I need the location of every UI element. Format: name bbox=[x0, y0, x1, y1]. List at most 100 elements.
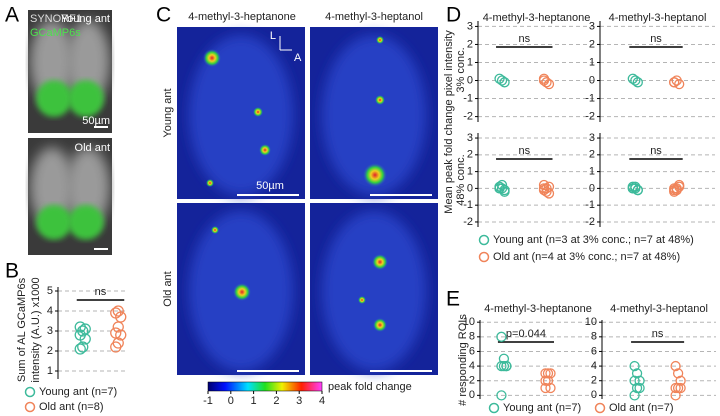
orientation-label: L bbox=[270, 30, 276, 42]
y-tick-label: 8 bbox=[469, 331, 475, 343]
brain-outline bbox=[322, 35, 426, 195]
legend-marker bbox=[594, 402, 606, 414]
data-point bbox=[672, 368, 684, 379]
antennal-lobe bbox=[68, 80, 104, 118]
data-point bbox=[629, 360, 640, 372]
y-tick-label: -1 bbox=[585, 92, 595, 104]
y-tick-label: 0 bbox=[469, 389, 475, 401]
significance-label: ns bbox=[518, 145, 530, 157]
data-point bbox=[74, 321, 86, 333]
hotspot bbox=[363, 163, 387, 187]
y-tick-label: 8 bbox=[591, 331, 597, 343]
brain-lobe bbox=[30, 19, 74, 104]
y-tick-label: 4 bbox=[47, 305, 53, 317]
data-point bbox=[671, 183, 682, 194]
legend-label: Young ant (n=7) bbox=[39, 386, 117, 398]
row-label: Old ant bbox=[162, 271, 174, 306]
y-tick-label: -1 bbox=[463, 199, 473, 211]
legend-label: Old ant (n=4 at 3% conc.; n=7 at 48%) bbox=[493, 251, 680, 263]
data-point bbox=[675, 375, 686, 386]
data-point bbox=[538, 179, 550, 191]
stain-label: SYNORF1 bbox=[30, 13, 82, 25]
y-tick-label: 2 bbox=[589, 149, 595, 161]
colorbar-tick-label: 2 bbox=[273, 395, 279, 407]
column-title: 4-methyl-3-heptanol bbox=[325, 11, 423, 23]
y-tick-label: -2 bbox=[585, 216, 595, 228]
y-tick-label: 3 bbox=[589, 132, 595, 144]
data-point bbox=[541, 186, 552, 197]
scale-label: 50µm bbox=[256, 180, 284, 192]
colorbar-tick-label: 1 bbox=[251, 395, 257, 407]
data-point bbox=[112, 305, 124, 317]
hotspot bbox=[375, 95, 385, 105]
hotspot bbox=[376, 36, 384, 44]
data-point bbox=[110, 307, 122, 319]
data-point bbox=[110, 327, 122, 339]
y-tick-label: 2 bbox=[467, 38, 473, 50]
y-tick-label: 1 bbox=[47, 365, 53, 377]
y-tick-label: 10 bbox=[585, 316, 597, 328]
data-point bbox=[77, 341, 89, 353]
data-point bbox=[630, 75, 641, 86]
hotspot bbox=[206, 179, 214, 187]
y-axis-label: intensity (A.U.) x1000 bbox=[30, 277, 42, 382]
y-tick-label: 1 bbox=[467, 56, 473, 68]
brain-lobe bbox=[30, 147, 74, 227]
y-tick-label: 6 bbox=[469, 345, 475, 357]
data-point bbox=[115, 329, 127, 341]
y-tick-label: -2 bbox=[463, 216, 473, 228]
y-axis-label: Mean peak fold change pixel intensity bbox=[443, 30, 455, 214]
hotspot bbox=[372, 254, 388, 270]
legend-label: Young ant (n=3 at 3% conc.; n=7 at 48%) bbox=[493, 234, 694, 246]
panel-letter: D bbox=[446, 4, 461, 27]
data-point bbox=[496, 331, 507, 342]
panel-letter: E bbox=[446, 288, 460, 311]
data-point bbox=[496, 179, 508, 191]
hotspot bbox=[233, 283, 251, 301]
y-tick-label: 3 bbox=[47, 325, 53, 337]
y-tick-label: 2 bbox=[591, 375, 597, 387]
legend-marker bbox=[478, 251, 490, 263]
y-tick-label: 2 bbox=[47, 345, 53, 357]
significance-label: ns bbox=[518, 33, 530, 45]
y-tick-label: 3 bbox=[589, 20, 595, 32]
legend-marker bbox=[478, 234, 490, 246]
significance-label: ns bbox=[652, 328, 664, 340]
colorbar-tick-label: -1 bbox=[203, 395, 213, 407]
data-point bbox=[543, 188, 555, 199]
y-tick-label: 3 bbox=[467, 20, 473, 32]
hotspot bbox=[253, 107, 263, 117]
data-point bbox=[540, 382, 551, 394]
panel-letter: A bbox=[5, 4, 19, 27]
y-axis-label: 3% conc. bbox=[455, 47, 467, 92]
y-tick-label: 4 bbox=[591, 360, 597, 372]
antennal-lobe bbox=[68, 204, 104, 240]
brain-lobe bbox=[66, 19, 110, 104]
legend-marker bbox=[24, 386, 36, 398]
images bbox=[28, 10, 438, 375]
data-point bbox=[675, 382, 686, 394]
colorbar-tick-label: 0 bbox=[228, 395, 234, 407]
image-label: Old ant bbox=[75, 142, 110, 154]
data-point bbox=[670, 390, 681, 401]
data-point bbox=[632, 184, 643, 196]
data-point bbox=[674, 78, 685, 90]
legend-marker bbox=[24, 401, 36, 413]
chart-title: 4-methyl-3-heptanol bbox=[609, 12, 707, 24]
hotspot bbox=[203, 49, 221, 67]
y-tick-label: 0 bbox=[591, 389, 597, 401]
data-point bbox=[669, 184, 680, 196]
legend-marker bbox=[488, 402, 500, 414]
significance-label: ns bbox=[650, 33, 662, 45]
data-point bbox=[634, 382, 645, 394]
significance-label: ns bbox=[650, 145, 662, 157]
y-tick-label: 2 bbox=[467, 149, 473, 161]
y-axis-label: # responding ROIs bbox=[457, 314, 469, 406]
y-tick-label: 4 bbox=[469, 360, 475, 372]
stain-label: GCaMP6s bbox=[30, 27, 81, 39]
row-label: Young ant bbox=[162, 88, 174, 137]
hotspot bbox=[211, 226, 219, 234]
data-point bbox=[545, 382, 556, 394]
colorbar bbox=[207, 381, 323, 392]
hotspot bbox=[259, 144, 271, 156]
